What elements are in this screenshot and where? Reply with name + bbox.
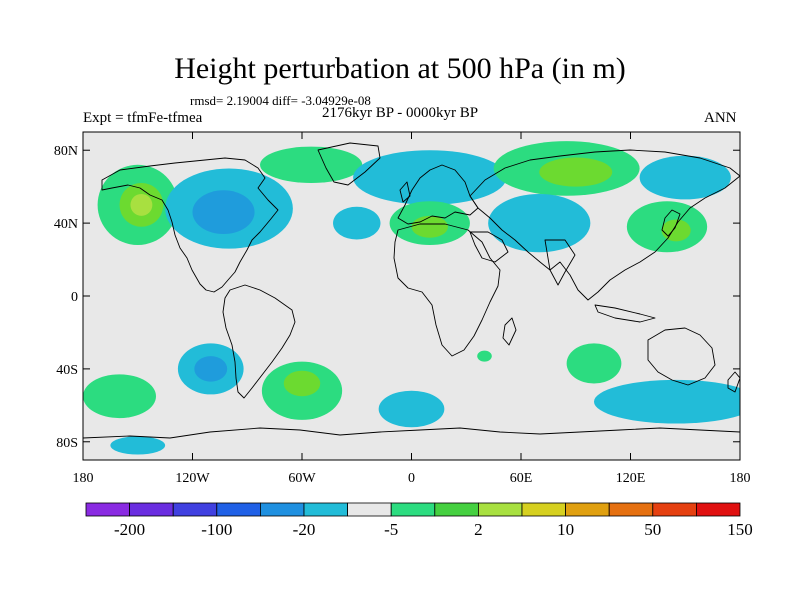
lat-tick-label: 80N <box>54 144 78 159</box>
coastline-new-zealand <box>727 371 740 393</box>
anomaly-region <box>594 379 740 424</box>
lon-tick-label: 120W <box>175 471 210 486</box>
lon-tick-label: 180 <box>73 471 94 486</box>
coastline-arabia <box>469 231 509 263</box>
coastline-antarctica <box>83 427 740 439</box>
colorbar-label: -20 <box>293 520 316 539</box>
coastline-india <box>544 239 576 286</box>
lat-tick-label: 40N <box>54 217 78 232</box>
anomaly-region <box>488 193 591 253</box>
anomaly-region <box>130 193 153 216</box>
lon-tick-label: 180 <box>730 471 751 486</box>
coastline-greenland <box>317 142 381 186</box>
coastline-africa <box>393 223 501 357</box>
colorbar-swatch <box>303 502 348 517</box>
anomaly-layer <box>83 141 740 455</box>
coastline-indonesia <box>594 304 656 323</box>
colorbar-swatch <box>85 502 130 517</box>
anomaly-region <box>477 350 492 362</box>
colorbar-label: -5 <box>384 520 398 539</box>
season-label: ANN <box>704 110 737 126</box>
colorbar-swatch <box>129 502 174 517</box>
colorbar-label: 2 <box>474 520 483 539</box>
colorbar-swatch <box>696 502 741 517</box>
plot-title: Height perturbation at 500 hPa (in m) <box>174 52 626 85</box>
colorbar-label: -200 <box>114 520 145 539</box>
coastline-madagascar <box>502 317 517 346</box>
anomaly-region <box>83 374 156 419</box>
anomaly-region <box>260 146 363 184</box>
period-label: 2176kyr BP - 0000kyr BP <box>322 105 479 121</box>
colorbar-swatch <box>390 502 436 517</box>
lon-tick-label: 60E <box>510 471 533 486</box>
colorbar-swatch <box>565 502 610 517</box>
coastline-japan <box>661 209 681 237</box>
colorbar-swatch <box>216 502 261 517</box>
colorbar-swatch <box>608 502 654 517</box>
coastline-north-america <box>101 157 279 293</box>
lon-tick-label: 0 <box>408 471 415 486</box>
experiment-label: Expt = tfmFe-tfmea <box>83 110 203 126</box>
anomaly-region <box>333 206 381 240</box>
colorbar-swatch <box>652 502 697 517</box>
colorbar-label: -100 <box>201 520 232 539</box>
axis-ticks: 80N 40N 0 40S 80S 180 120W 60W 0 60E 120E 180 <box>54 132 751 486</box>
anomaly-region <box>192 190 255 235</box>
colorbar-label: 150 <box>727 520 753 539</box>
anomaly-region <box>411 215 448 238</box>
lat-tick-label: 0 <box>71 290 78 305</box>
coastline-layer <box>83 142 740 439</box>
anomaly-region <box>194 356 228 382</box>
coastline-south-america <box>222 284 296 399</box>
rmsd-stats: rmsd= 2.19004 diff= -3.04929e-08 <box>190 93 371 108</box>
coastline-asia <box>469 149 740 301</box>
colorbar-swatch <box>477 502 523 517</box>
colorbar: -200 -100 -20 -5 2 10 50 150 <box>85 502 753 539</box>
anomaly-region <box>110 436 166 455</box>
coastline-uk <box>399 181 411 203</box>
anomaly-region <box>639 155 731 200</box>
lat-tick-label: 80S <box>56 436 78 451</box>
lon-tick-label: 60W <box>288 471 316 486</box>
colorbar-swatch <box>521 502 566 517</box>
anomaly-region <box>661 219 691 242</box>
lat-tick-label: 40S <box>56 363 78 378</box>
colorbar-label: 50 <box>644 520 661 539</box>
colorbar-label: 10 <box>557 520 574 539</box>
anomaly-region <box>566 343 622 384</box>
coastline-australia <box>647 327 716 386</box>
anomaly-region <box>378 390 445 428</box>
colorbar-swatch <box>434 502 479 517</box>
colorbar-swatch <box>259 502 305 517</box>
anomaly-region <box>353 150 507 205</box>
lon-tick-label: 120E <box>616 471 646 486</box>
colorbar-swatch <box>347 502 392 517</box>
anomaly-region <box>283 370 321 397</box>
anomaly-region <box>539 157 613 187</box>
colorbar-swatch <box>172 502 218 517</box>
